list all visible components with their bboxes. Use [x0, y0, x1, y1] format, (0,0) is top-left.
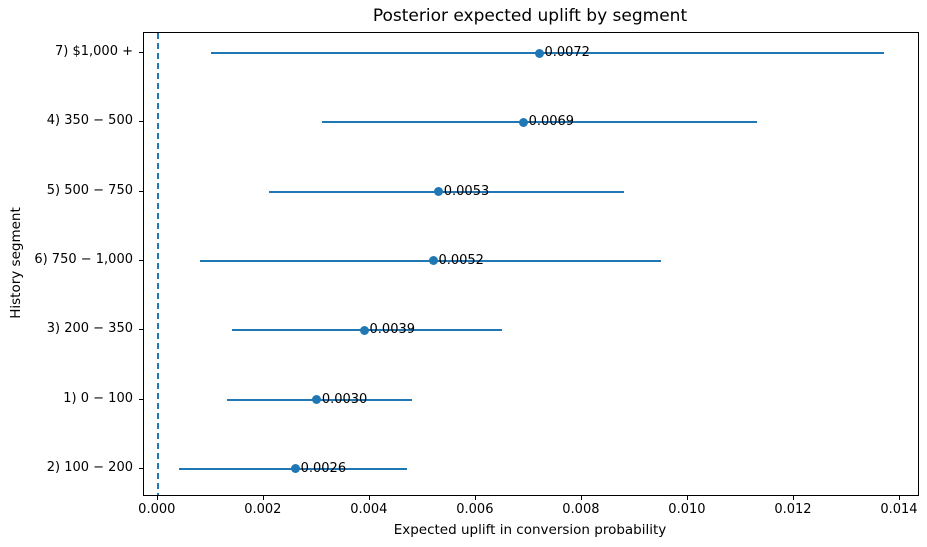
x-tick-label: 0.004 — [350, 502, 388, 517]
y-tick-label: 7) $1,000 + — [55, 44, 133, 59]
mean-dot — [360, 325, 370, 335]
y-tick-mark — [139, 329, 143, 331]
x-tick-mark — [262, 496, 264, 500]
x-tick-mark — [580, 496, 582, 500]
x-tick-label: 0.012 — [774, 502, 812, 517]
y-tick-label: 2) 100 − 200 — [46, 459, 133, 475]
ci-line — [210, 52, 885, 54]
chart-title: Posterior expected uplift by segment — [372, 6, 688, 26]
x-tick-label: 0.014 — [880, 502, 918, 517]
value-annotation: 0.0069 — [528, 114, 575, 130]
y-tick-label: 1) 0 − 100 — [63, 390, 133, 406]
zero-reference-line — [156, 33, 159, 495]
x-tick-label: 0.010 — [668, 502, 706, 517]
y-tick-mark — [139, 121, 143, 123]
value-annotation: 0.0030 — [321, 391, 368, 407]
mean-dot — [428, 256, 438, 266]
y-tick-mark — [139, 190, 143, 192]
mean-dot — [291, 464, 301, 474]
x-tick-label: 0.008 — [562, 502, 600, 517]
x-tick-label: 0.000 — [138, 502, 176, 517]
y-tick-mark — [139, 398, 143, 400]
y-tick-mark — [139, 467, 143, 469]
mean-dot — [519, 117, 529, 127]
value-annotation: 0.0053 — [443, 183, 490, 199]
mean-dot — [534, 48, 544, 58]
x-tick-mark — [686, 496, 688, 500]
value-annotation: 0.0052 — [438, 252, 484, 268]
plot-area: 0.0072 0.0069 0.0053 0.0052 0.0039 0.0030 0.00… — [143, 32, 919, 496]
y-tick-mark — [139, 259, 143, 261]
y-tick-mark — [139, 52, 143, 53]
y-tick-label: 3) 200 − 350 — [46, 321, 133, 337]
value-annotation: 0.0072 — [544, 45, 590, 60]
x-tick-mark — [898, 496, 900, 500]
x-tick-label: 0.006 — [456, 502, 494, 517]
x-tick-label: 0.002 — [244, 502, 282, 517]
x-tick-mark — [368, 496, 370, 500]
ci-line — [322, 121, 757, 124]
value-annotation: 0.0039 — [369, 322, 416, 338]
mean-dot — [312, 395, 322, 405]
ci-line — [269, 190, 625, 193]
mean-dot — [434, 187, 444, 197]
x-tick-mark — [156, 496, 158, 500]
y-tick-label: 6) 750 − 1,000 — [34, 251, 133, 267]
x-axis-label: Expected uplift in conversion probabilit… — [393, 522, 667, 538]
value-annotation: 0.0026 — [300, 460, 347, 476]
y-tick-label: 5) 500 − 750 — [46, 182, 133, 198]
y-tick-label: 4) 350 − 500 — [46, 113, 133, 129]
x-tick-mark — [792, 496, 794, 500]
x-tick-mark — [474, 496, 476, 500]
